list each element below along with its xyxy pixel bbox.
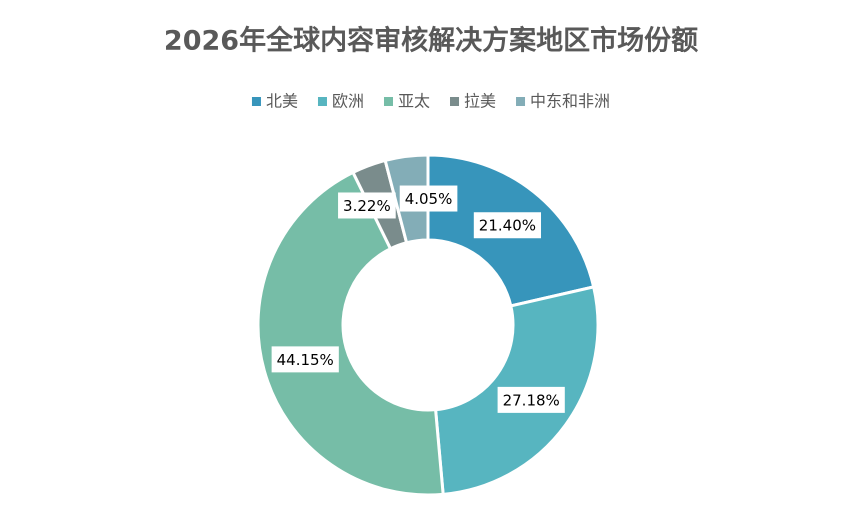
legend-label: 欧洲 xyxy=(332,92,364,111)
value-label-bg xyxy=(497,386,565,413)
legend-label: 中东和非洲 xyxy=(530,92,610,111)
legend-label: 亚太 xyxy=(398,92,430,111)
legend-label: 北美 xyxy=(266,92,298,111)
value-label: 27.18% xyxy=(503,391,560,409)
value-label-bg xyxy=(338,192,396,219)
legend-swatch xyxy=(251,97,261,106)
value-label-bg xyxy=(473,212,542,239)
legend-swatch xyxy=(450,97,460,106)
value-label: 44.15% xyxy=(277,351,334,369)
legend-swatch xyxy=(516,97,526,106)
value-label: 21.40% xyxy=(479,217,536,235)
legend-swatch xyxy=(317,97,327,106)
donut-slice xyxy=(256,170,445,497)
value-label-bg xyxy=(399,185,458,212)
value-label-bg xyxy=(271,346,339,373)
value-label: 4.05% xyxy=(405,190,453,208)
legend-swatch xyxy=(383,97,393,106)
legend: 北美 欧洲 亚太 拉美 中东和非洲 xyxy=(251,92,610,111)
value-label: 3.22% xyxy=(343,197,391,215)
chart-title: 2026年全球内容审核解决方案地区市场份额 xyxy=(164,25,698,57)
legend-label: 拉美 xyxy=(464,92,496,111)
